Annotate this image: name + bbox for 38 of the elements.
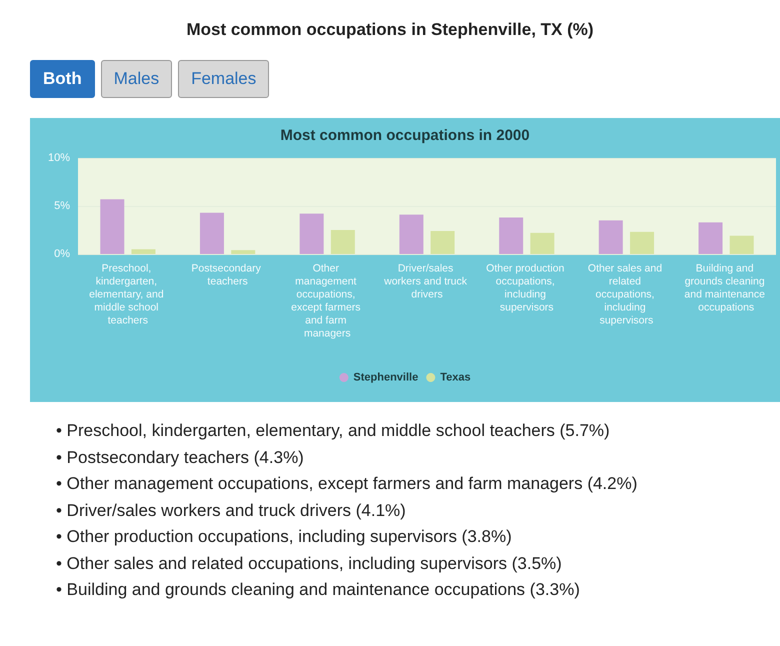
bar [330,230,355,254]
bar [530,232,554,254]
x-tick-label: Other production occupations, including supervisors [486,262,568,314]
x-tick-label: Driver/sales workers and truck drivers [383,262,470,300]
bar [630,232,654,254]
text: Females [178,60,270,98]
y-tick-label: 0% [54,248,70,260]
bar [499,218,524,254]
y-tick-label: 10% [48,152,70,164]
x-tick-label: Preschool, kindergarten, elementary, and middle school teachers [89,262,167,326]
legend-label: Texas [440,372,471,384]
bar [698,222,723,254]
x-tick-label: Postsecondary teachers [191,262,264,288]
chart-title: Most common occupations in Stephenville, TX (%) [185,20,595,40]
text: • Driver/sales workers and truck drivers (4.1%) [56,500,407,522]
text: Males [100,60,172,98]
text: • Other management occupations, except farmers and farm managers (4.2%) [56,473,638,495]
x-tick-label: Other management occupations, except farmers and farm managers [291,262,364,340]
bar [730,236,754,254]
text: • Building and grounds cleaning and maintenance occupations (3.3%) [56,579,581,601]
x-tick-label: Other sales and related occupations, including supervisors [588,262,665,326]
bar [131,249,156,254]
bar [100,199,124,254]
y-tick-label: 5% [54,200,70,212]
text: • Other production occupations, including supervisors (3.8%) [56,526,513,548]
bar [200,212,224,254]
bar [598,220,623,254]
text: • Postsecondary teachers (4.3%) [56,446,305,468]
bar [231,250,256,254]
bar [430,230,455,254]
text: Both [30,60,95,98]
text: • Other sales and related occupations, including supervisors (3.5%) [56,552,563,574]
chart-subtitle: Most common occupations in 2000 [280,127,530,144]
x-tick-label: Building and grounds cleaning and maintenance occupations [684,262,768,314]
bar [300,214,324,254]
text: • Preschool, kindergarten, elementary, and middle school teachers (5.7%) [56,420,611,442]
legend-label: Stephenville [353,372,418,384]
bar [399,214,424,254]
